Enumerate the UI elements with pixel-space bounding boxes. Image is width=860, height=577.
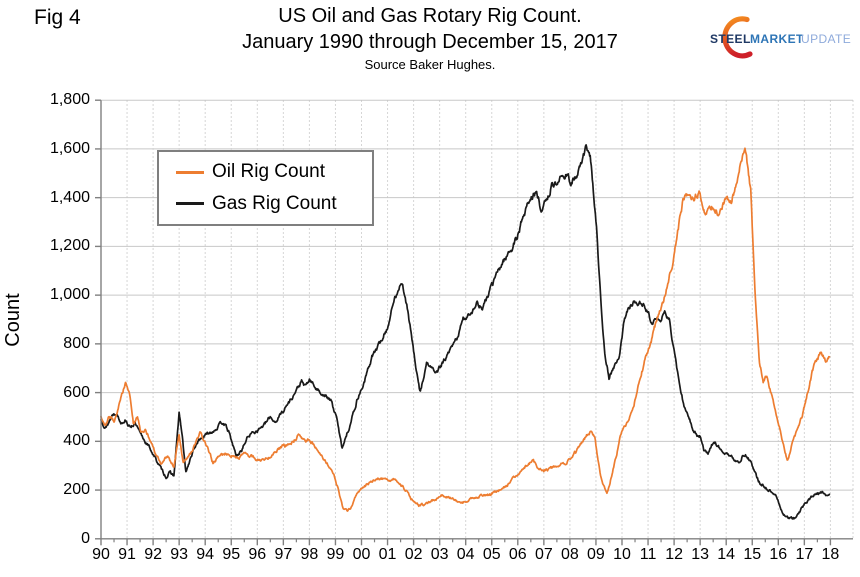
x-tick-label: 99: [326, 546, 345, 563]
y-tick-label: 800: [63, 334, 90, 352]
x-tick-label: 02: [404, 546, 423, 563]
chart-subtitle: January 1990 through December 15, 2017: [242, 31, 618, 53]
legend-label-gas: Gas Rig Count: [212, 192, 337, 214]
x-tick-label: 96: [248, 546, 267, 563]
legend-row-oil: Oil Rig Count: [176, 161, 372, 183]
chart-title: US Oil and Gas Rotary Rig Count.: [278, 5, 582, 27]
logo-text-market: MARKET: [750, 32, 804, 46]
x-tick-label: 15: [743, 546, 762, 563]
x-tick-label: 18: [821, 546, 840, 563]
y-tick-label: 1,000: [49, 286, 90, 304]
figure-label: Fig 4: [34, 6, 81, 29]
x-tick-label: 08: [560, 546, 579, 563]
x-tick-label: 98: [300, 546, 319, 563]
y-tick-label: 1,400: [49, 188, 90, 206]
oil-rig-count-line: [100, 147, 831, 512]
legend: Oil Rig Count Gas Rig Count: [157, 150, 374, 226]
gas-line-swatch: [176, 202, 204, 206]
x-tick-label: 14: [717, 546, 736, 563]
x-tick-label: 16: [769, 546, 788, 563]
x-tick-label: 10: [613, 546, 631, 563]
x-tick-label: 13: [691, 546, 710, 563]
x-tick-label: 93: [170, 546, 189, 563]
y-tick-label: 0: [81, 529, 90, 547]
x-tick-label: 90: [92, 546, 110, 563]
x-tick-label: 92: [144, 546, 162, 563]
logo-text-steel: STEEL: [710, 32, 751, 46]
x-tick-label: 05: [482, 546, 501, 563]
title-block: US Oil and Gas Rotary Rig Count. January…: [0, 0, 860, 72]
gas-rig-count-line: [100, 144, 831, 520]
x-tick-label: 04: [456, 546, 475, 563]
x-tick-label: 17: [795, 546, 814, 563]
y-tick-label: 1,200: [49, 237, 90, 255]
x-tick-label: 97: [274, 546, 293, 563]
x-tick-label: 94: [196, 546, 215, 563]
x-tick-label: 03: [430, 546, 449, 563]
x-tick-label: 11: [639, 546, 657, 563]
legend-row-gas: Gas Rig Count: [176, 193, 372, 215]
y-tick-label: 1,600: [49, 139, 90, 157]
x-tick-label: 06: [508, 546, 527, 563]
x-tick-label: 95: [222, 546, 241, 563]
oil-line-swatch: [176, 170, 204, 174]
x-tick-label: 91: [118, 546, 136, 563]
logo-swoosh-icon: STEEL MARKET UPDATE: [710, 16, 851, 59]
x-tick-label: 12: [665, 546, 683, 563]
y-tick-label: 200: [63, 481, 90, 499]
chart-source: Source Baker Hughes.: [364, 57, 496, 72]
legend-label-oil: Oil Rig Count: [212, 161, 325, 183]
x-tick-label: 09: [587, 546, 605, 563]
x-tick-label: 07: [534, 546, 553, 563]
logo-text-update: UPDATE: [801, 32, 851, 46]
y-tick-label: 600: [63, 383, 90, 401]
y-tick-label: 1,800: [49, 91, 90, 109]
x-tick-label: 01: [378, 546, 397, 563]
x-tick-label: 00: [352, 546, 371, 563]
steel-market-update-logo: STEEL MARKET UPDATE: [700, 12, 856, 68]
y-tick-label: 400: [63, 432, 90, 450]
